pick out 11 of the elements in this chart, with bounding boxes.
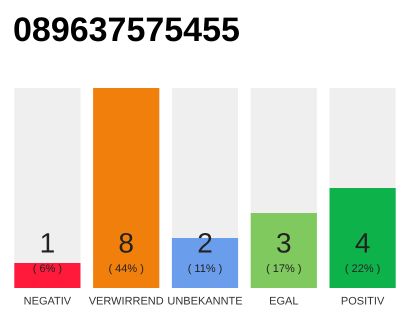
- data-label: 3 ( 17% ): [266, 228, 302, 275]
- x-tick-label: UNBEKANNTE: [167, 296, 243, 308]
- data-label: 1 ( 6% ): [32, 228, 62, 275]
- x-tick-label: POSITIV: [340, 296, 385, 308]
- x-tick-label: VERWIRREND: [88, 296, 164, 308]
- data-label: 4 ( 22% ): [344, 228, 380, 275]
- data-label: 8 ( 44% ): [108, 228, 144, 275]
- bar: [14, 263, 80, 288]
- x-tick-label: NEGATIV: [24, 296, 72, 308]
- chart-title: 089637575455: [13, 11, 240, 49]
- x-tick-label: EGAL: [269, 296, 298, 308]
